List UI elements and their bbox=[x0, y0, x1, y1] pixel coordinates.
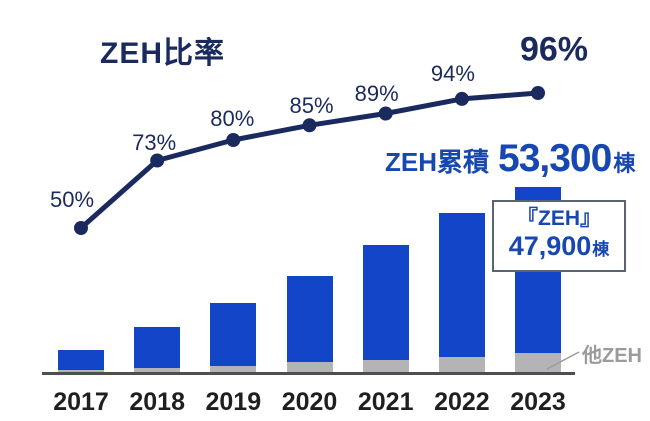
pct-label-2018: 73% bbox=[132, 129, 177, 155]
year-label-2019: 2019 bbox=[205, 388, 262, 416]
bar-segment-other-2017 bbox=[58, 369, 104, 372]
bar-segment-other-2018 bbox=[134, 367, 181, 372]
bar-segment-other-2019 bbox=[210, 365, 257, 372]
bar-segment-other-2020 bbox=[286, 361, 333, 372]
bar-segment-zeh-2020 bbox=[286, 275, 333, 362]
x-axis-line bbox=[42, 372, 575, 375]
line-dot-2017 bbox=[74, 221, 88, 235]
bar-segment-zeh-2019 bbox=[210, 302, 257, 366]
other-zeh-label: 他ZEH bbox=[582, 345, 642, 367]
chart-title: ZEH比率 bbox=[100, 37, 225, 70]
bar-segment-zeh-2022 bbox=[438, 213, 485, 357]
bar-segment-zeh-2018 bbox=[134, 326, 181, 368]
pct-label-2020: 85% bbox=[289, 93, 334, 119]
zeh-callout-box: 『ZEH』 47,900 棟 bbox=[492, 200, 626, 272]
pct-label-2022: 94% bbox=[430, 60, 475, 86]
callout-value: 47,900 bbox=[508, 231, 592, 261]
pct-label-2021: 89% bbox=[354, 80, 399, 106]
bar-segment-zeh-2021 bbox=[362, 245, 409, 360]
line-dot-2023 bbox=[531, 86, 545, 100]
pct-label-2019: 80% bbox=[210, 106, 255, 131]
bar-segment-other-2021 bbox=[362, 359, 409, 372]
year-label-2018: 2018 bbox=[129, 388, 185, 416]
year-label-2022: 2022 bbox=[434, 388, 490, 416]
pct-label-2023: 96% bbox=[519, 30, 589, 69]
line-dot-2019 bbox=[226, 133, 241, 147]
cumulative-annotation: ZEH累積 53,300 棟 bbox=[385, 137, 635, 181]
bar-segment-other-2022 bbox=[438, 357, 485, 372]
cumulative-unit: 棟 bbox=[613, 151, 636, 176]
callout-title: 『ZEH』 bbox=[517, 207, 601, 230]
cumulative-prefix: ZEH累積 bbox=[385, 147, 490, 177]
cumulative-value: 53,300 bbox=[498, 137, 612, 180]
line-dot-2018 bbox=[150, 153, 165, 168]
bar-segment-other-2023 bbox=[515, 353, 561, 372]
line-dot-2020 bbox=[302, 118, 317, 133]
bar-segment-zeh-2017 bbox=[58, 350, 104, 370]
line-dot-2021 bbox=[378, 106, 393, 121]
year-label-2020: 2020 bbox=[281, 388, 338, 416]
year-label-2023: 2023 bbox=[510, 388, 566, 416]
pct-label-2017: 50% bbox=[49, 187, 95, 212]
callout-value-row: 47,900 棟 bbox=[509, 231, 610, 265]
line-dot-2022 bbox=[454, 91, 469, 106]
year-label-2021: 2021 bbox=[357, 388, 414, 416]
year-label-2017: 2017 bbox=[53, 388, 109, 416]
callout-unit: 棟 bbox=[592, 240, 610, 259]
